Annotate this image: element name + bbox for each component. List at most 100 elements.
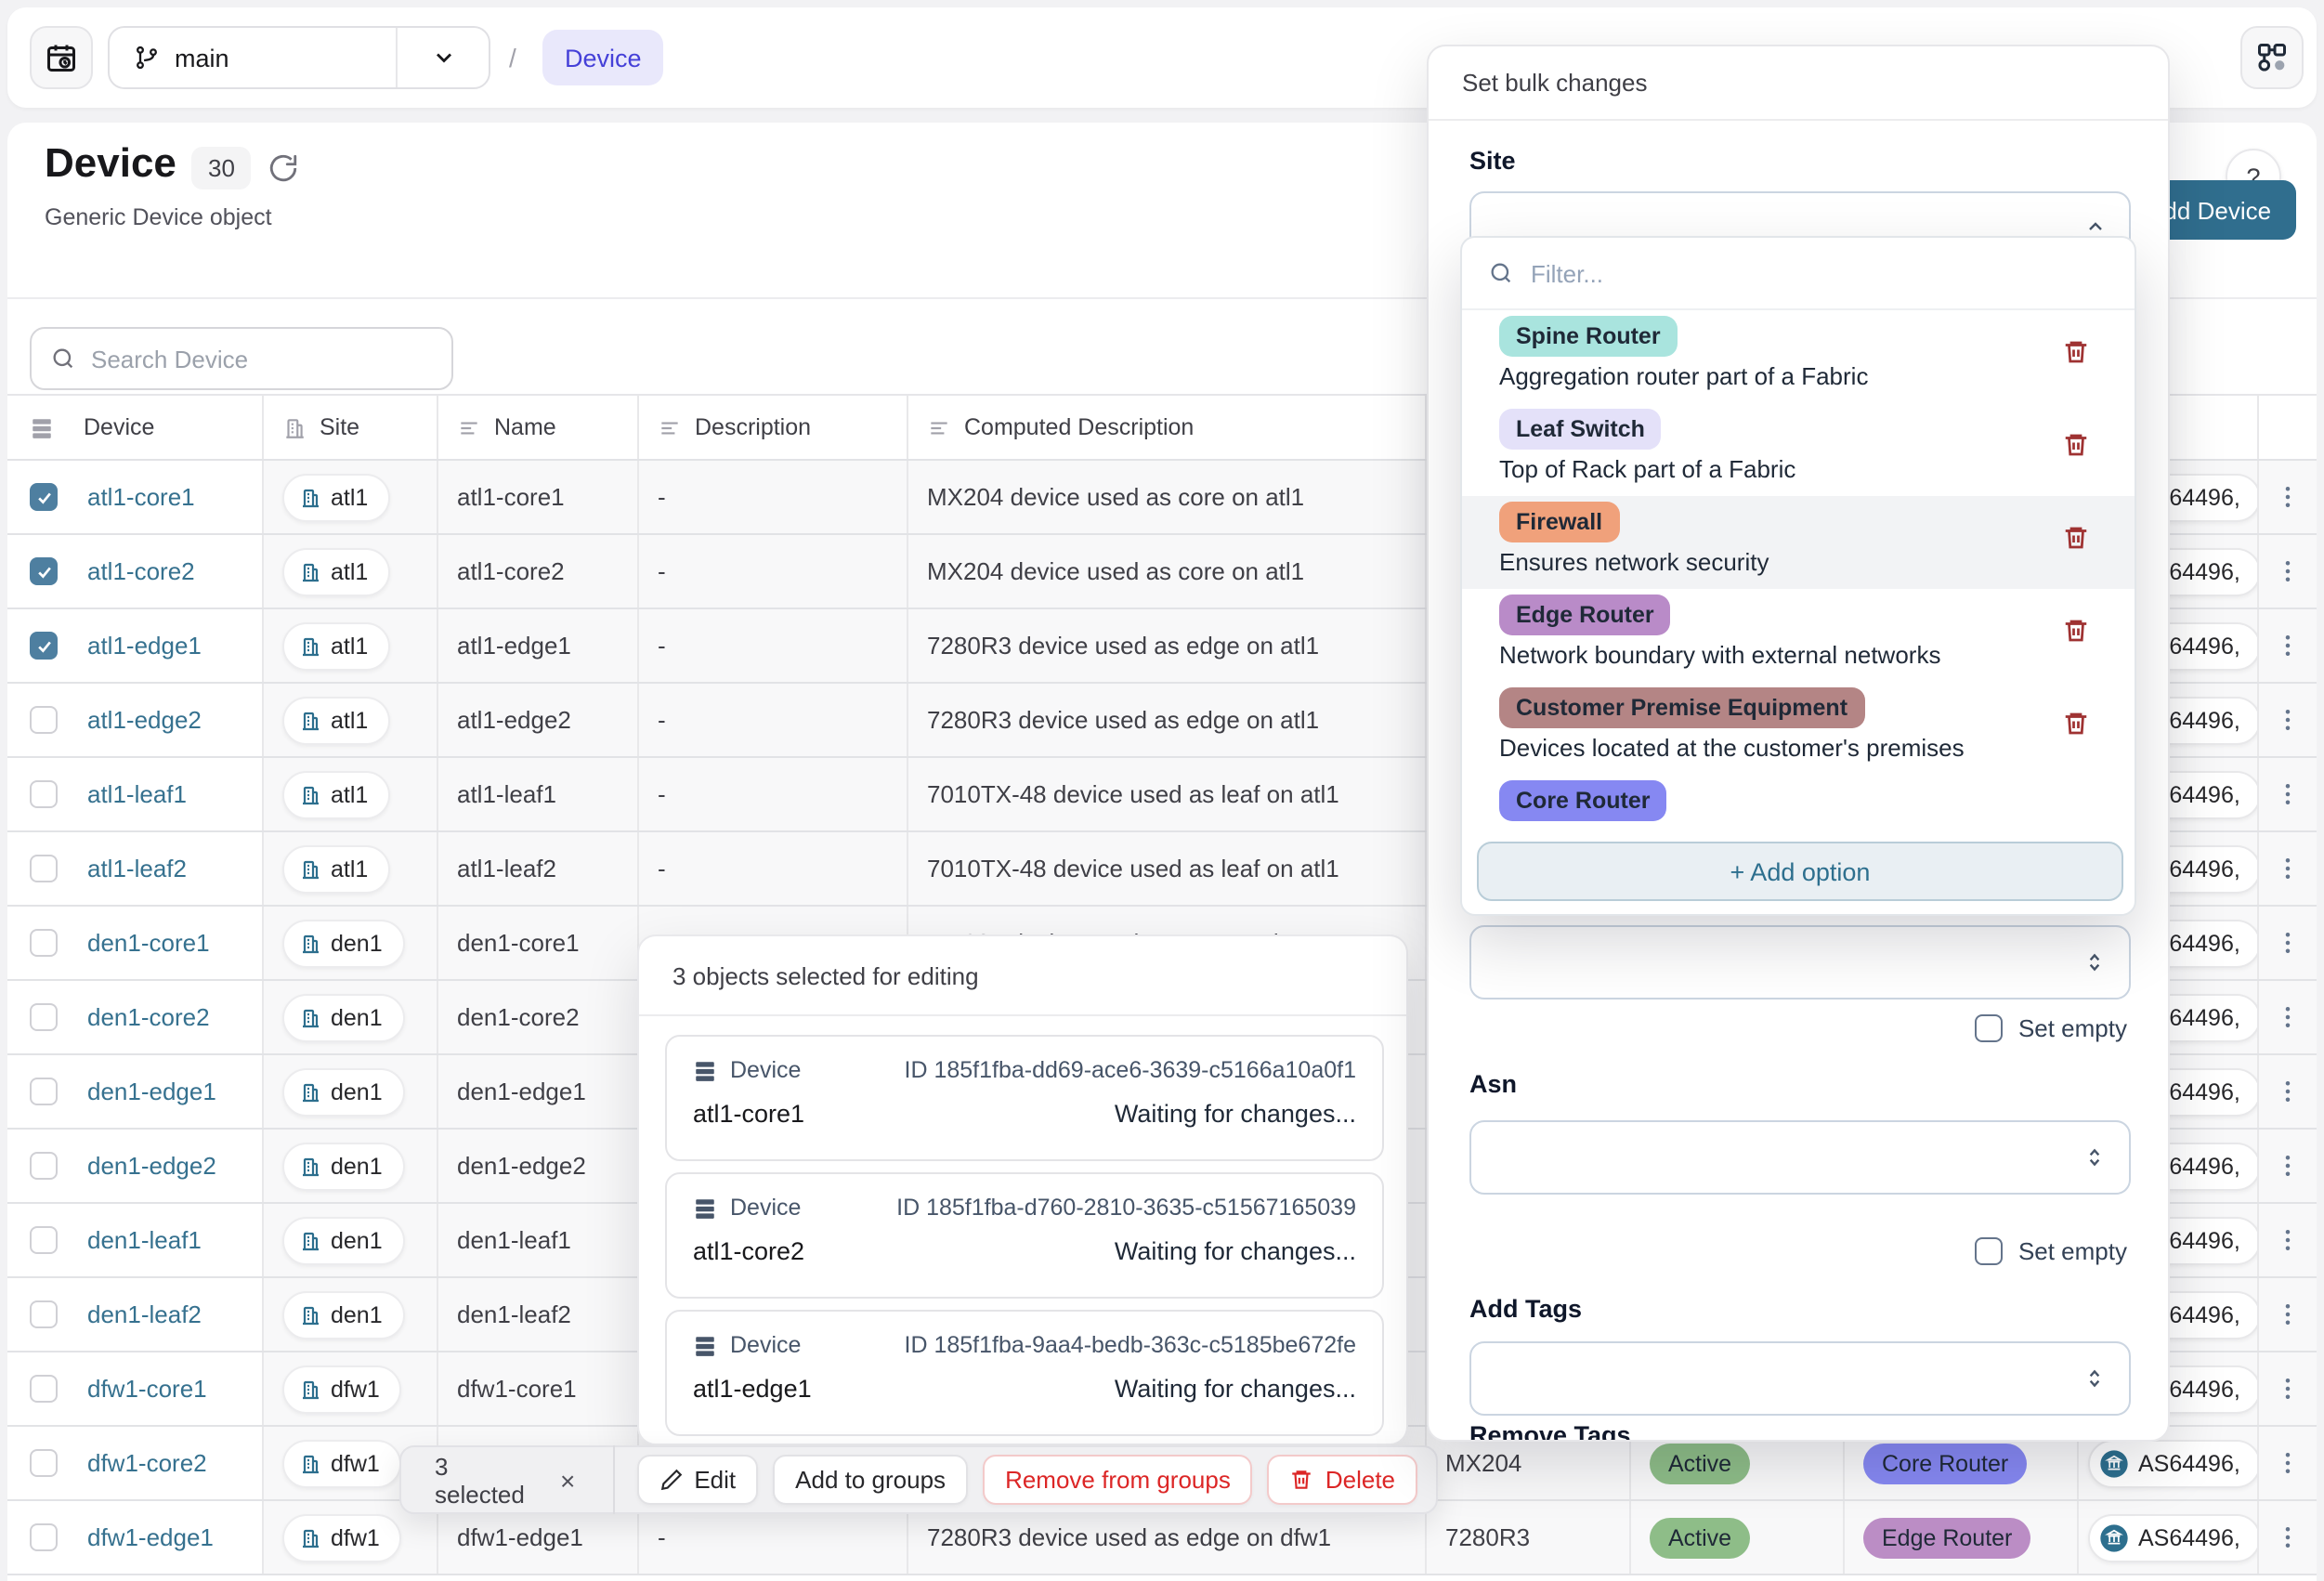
row-actions-kebab[interactable]: [2267, 1443, 2308, 1483]
device-link[interactable]: den1-edge2: [87, 1152, 216, 1180]
row-actions-kebab[interactable]: [2267, 848, 2308, 889]
device-link[interactable]: den1-core1: [87, 929, 210, 957]
row-actions-kebab[interactable]: [2267, 1071, 2308, 1112]
row-actions-kebab[interactable]: [2267, 774, 2308, 815]
set-empty-checkbox[interactable]: [1975, 1014, 2004, 1042]
add-option-button[interactable]: + Add option: [1477, 842, 2123, 901]
row-actions-kebab[interactable]: [2267, 477, 2308, 517]
refresh-icon[interactable]: [268, 152, 299, 184]
site-pill[interactable]: dfw1: [282, 1513, 402, 1561]
branch-selector[interactable]: main: [108, 26, 490, 89]
column-header-name[interactable]: Name: [438, 396, 639, 459]
site-pill[interactable]: dfw1: [282, 1365, 402, 1413]
trash-icon[interactable]: [2062, 708, 2090, 739]
row-checkbox[interactable]: [30, 1226, 58, 1254]
device-link[interactable]: dfw1-edge1: [87, 1523, 214, 1551]
asn-select[interactable]: [1469, 1120, 2131, 1195]
site-pill[interactable]: den1: [282, 1290, 405, 1339]
device-link[interactable]: den1-edge1: [87, 1078, 216, 1105]
device-link[interactable]: atl1-leaf1: [87, 780, 187, 808]
row-actions-kebab[interactable]: [2267, 1368, 2308, 1409]
device-link[interactable]: atl1-edge2: [87, 706, 202, 734]
site-pill[interactable]: atl1: [282, 770, 391, 818]
row-actions-kebab[interactable]: [2267, 625, 2308, 666]
row-actions-kebab[interactable]: [2267, 699, 2308, 740]
site-pill[interactable]: den1: [282, 993, 405, 1041]
column-header-computed-description[interactable]: Computed Description: [908, 396, 1427, 459]
device-link[interactable]: den1-core2: [87, 1003, 210, 1031]
row-actions-kebab[interactable]: [2267, 1517, 2308, 1558]
set-empty-checkbox[interactable]: [1975, 1237, 2004, 1265]
row-checkbox[interactable]: [30, 780, 58, 808]
row-actions-kebab[interactable]: [2267, 1145, 2308, 1186]
column-header-device[interactable]: Device: [7, 396, 264, 459]
site-pill[interactable]: dfw1: [282, 1439, 402, 1487]
column-header-site[interactable]: Site: [264, 396, 438, 459]
site-pill[interactable]: atl1: [282, 844, 391, 893]
site-pill[interactable]: atl1: [282, 547, 391, 595]
device-link[interactable]: atl1-leaf2: [87, 855, 187, 882]
dropdown-filter-input[interactable]: [1531, 259, 2109, 287]
site-pill[interactable]: den1: [282, 1067, 405, 1116]
column-header-asn[interactable]: [2079, 396, 2259, 459]
clear-selection-button[interactable]: ×: [560, 1465, 576, 1495]
row-checkbox[interactable]: [30, 1375, 58, 1403]
row-checkbox[interactable]: [30, 632, 58, 660]
device-link[interactable]: atl1-edge1: [87, 632, 202, 660]
schema-visualizer-button[interactable]: [2240, 26, 2304, 89]
site-pill[interactable]: den1: [282, 1216, 405, 1264]
edit-button[interactable]: Edit: [636, 1455, 759, 1505]
asn-pill[interactable]: AS64496,: [2088, 1513, 2257, 1561]
row-checkbox[interactable]: [30, 855, 58, 882]
asn-field-label: Asn: [1469, 1070, 1518, 1098]
dropdown-option[interactable]: Leaf Switch Top of Rack part of a Fabric: [1462, 403, 2135, 496]
row-checkbox[interactable]: [30, 557, 58, 585]
site-pill[interactable]: atl1: [282, 621, 391, 670]
trash-icon[interactable]: [2062, 336, 2090, 368]
site-pill[interactable]: den1: [282, 919, 405, 967]
row-checkbox[interactable]: [30, 1003, 58, 1031]
device-link[interactable]: dfw1-core2: [87, 1449, 207, 1477]
search-input[interactable]: [91, 345, 433, 372]
column-header-description[interactable]: Description: [639, 396, 908, 459]
branch-dropdown-toggle[interactable]: [396, 28, 489, 87]
device-link[interactable]: atl1-core1: [87, 483, 195, 511]
add-tags-select[interactable]: [1469, 1341, 2131, 1416]
site-pill[interactable]: den1: [282, 1142, 405, 1190]
device-link[interactable]: dfw1-core1: [87, 1375, 207, 1403]
row-checkbox[interactable]: [30, 706, 58, 734]
trash-icon[interactable]: [2062, 429, 2090, 461]
add-to-groups-button[interactable]: Add to groups: [773, 1455, 969, 1505]
dropdown-option[interactable]: Firewall Ensures network security: [1462, 496, 2135, 589]
row-checkbox[interactable]: [30, 483, 58, 511]
trash-icon[interactable]: [2062, 615, 2090, 647]
device-link[interactable]: atl1-core2: [87, 557, 195, 585]
time-travel-button[interactable]: [30, 26, 93, 89]
asn-pill[interactable]: AS64496,: [2088, 1439, 2257, 1487]
row-actions-kebab[interactable]: [2267, 922, 2308, 963]
site-pill[interactable]: atl1: [282, 473, 391, 521]
breadcrumb-device[interactable]: Device: [542, 30, 664, 85]
site-pill[interactable]: atl1: [282, 696, 391, 744]
dropdown-option[interactable]: Edge Router Network boundary with extern…: [1462, 589, 2135, 682]
row-actions-kebab[interactable]: [2267, 997, 2308, 1038]
row-checkbox[interactable]: [30, 1449, 58, 1477]
row-checkbox[interactable]: [30, 1300, 58, 1328]
hidden-field-select[interactable]: [1469, 925, 2131, 1000]
dropdown-option[interactable]: Core Router: [1462, 775, 2135, 868]
row-checkbox[interactable]: [30, 1152, 58, 1180]
device-link[interactable]: den1-leaf1: [87, 1226, 202, 1254]
dropdown-option[interactable]: Spine Router Aggregation router part of …: [1462, 310, 2135, 403]
row-actions-kebab[interactable]: [2267, 551, 2308, 592]
row-actions-kebab[interactable]: [2267, 1220, 2308, 1261]
dropdown-option[interactable]: Customer Premise Equipment Devices locat…: [1462, 682, 2135, 775]
trash-icon[interactable]: [2062, 522, 2090, 554]
remove-from-groups-button[interactable]: Remove from groups: [983, 1455, 1253, 1505]
row-checkbox[interactable]: [30, 1523, 58, 1551]
device-link[interactable]: den1-leaf2: [87, 1300, 202, 1328]
set-empty-row-2: Set empty: [1975, 1237, 2127, 1265]
row-actions-kebab[interactable]: [2267, 1294, 2308, 1335]
delete-button[interactable]: Delete: [1267, 1455, 1417, 1505]
row-checkbox[interactable]: [30, 1078, 58, 1105]
row-checkbox[interactable]: [30, 929, 58, 957]
